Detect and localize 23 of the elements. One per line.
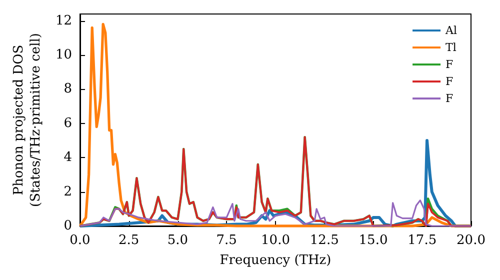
y-tick-label: 10 bbox=[55, 48, 72, 63]
legend-label: F bbox=[446, 92, 454, 105]
legend-label: F bbox=[446, 75, 454, 88]
y-axis-title: Phonon projected DOS (States/THz·primitive cell) bbox=[12, 32, 44, 208]
x-tick-label: 10.0 bbox=[261, 233, 290, 248]
x-tick-label: 12.5 bbox=[310, 233, 339, 248]
legend-label: Tl bbox=[446, 41, 457, 54]
x-tick-label: 7.5 bbox=[216, 233, 237, 248]
legend-label: F bbox=[446, 58, 454, 71]
y-tick-label: 8 bbox=[64, 82, 72, 97]
x-tick-label: 17.5 bbox=[408, 233, 437, 248]
y-tick-label: 12 bbox=[55, 13, 72, 28]
x-tick-label: 0.0 bbox=[70, 233, 90, 248]
x-axis-title: Frequency (THz) bbox=[220, 252, 332, 268]
y-tick-label: 2 bbox=[64, 184, 72, 200]
y-tick-label: 6 bbox=[64, 116, 72, 131]
x-tick-label: 15.0 bbox=[358, 233, 388, 248]
x-tick-label: 20.0 bbox=[456, 233, 486, 248]
legend-label: Al bbox=[444, 24, 458, 37]
y-tick-label: 4 bbox=[64, 150, 72, 166]
x-tick-label: 2.5 bbox=[118, 233, 140, 248]
y-tick-label: 0 bbox=[64, 218, 72, 234]
x-tick-label: 5.0 bbox=[167, 233, 188, 248]
